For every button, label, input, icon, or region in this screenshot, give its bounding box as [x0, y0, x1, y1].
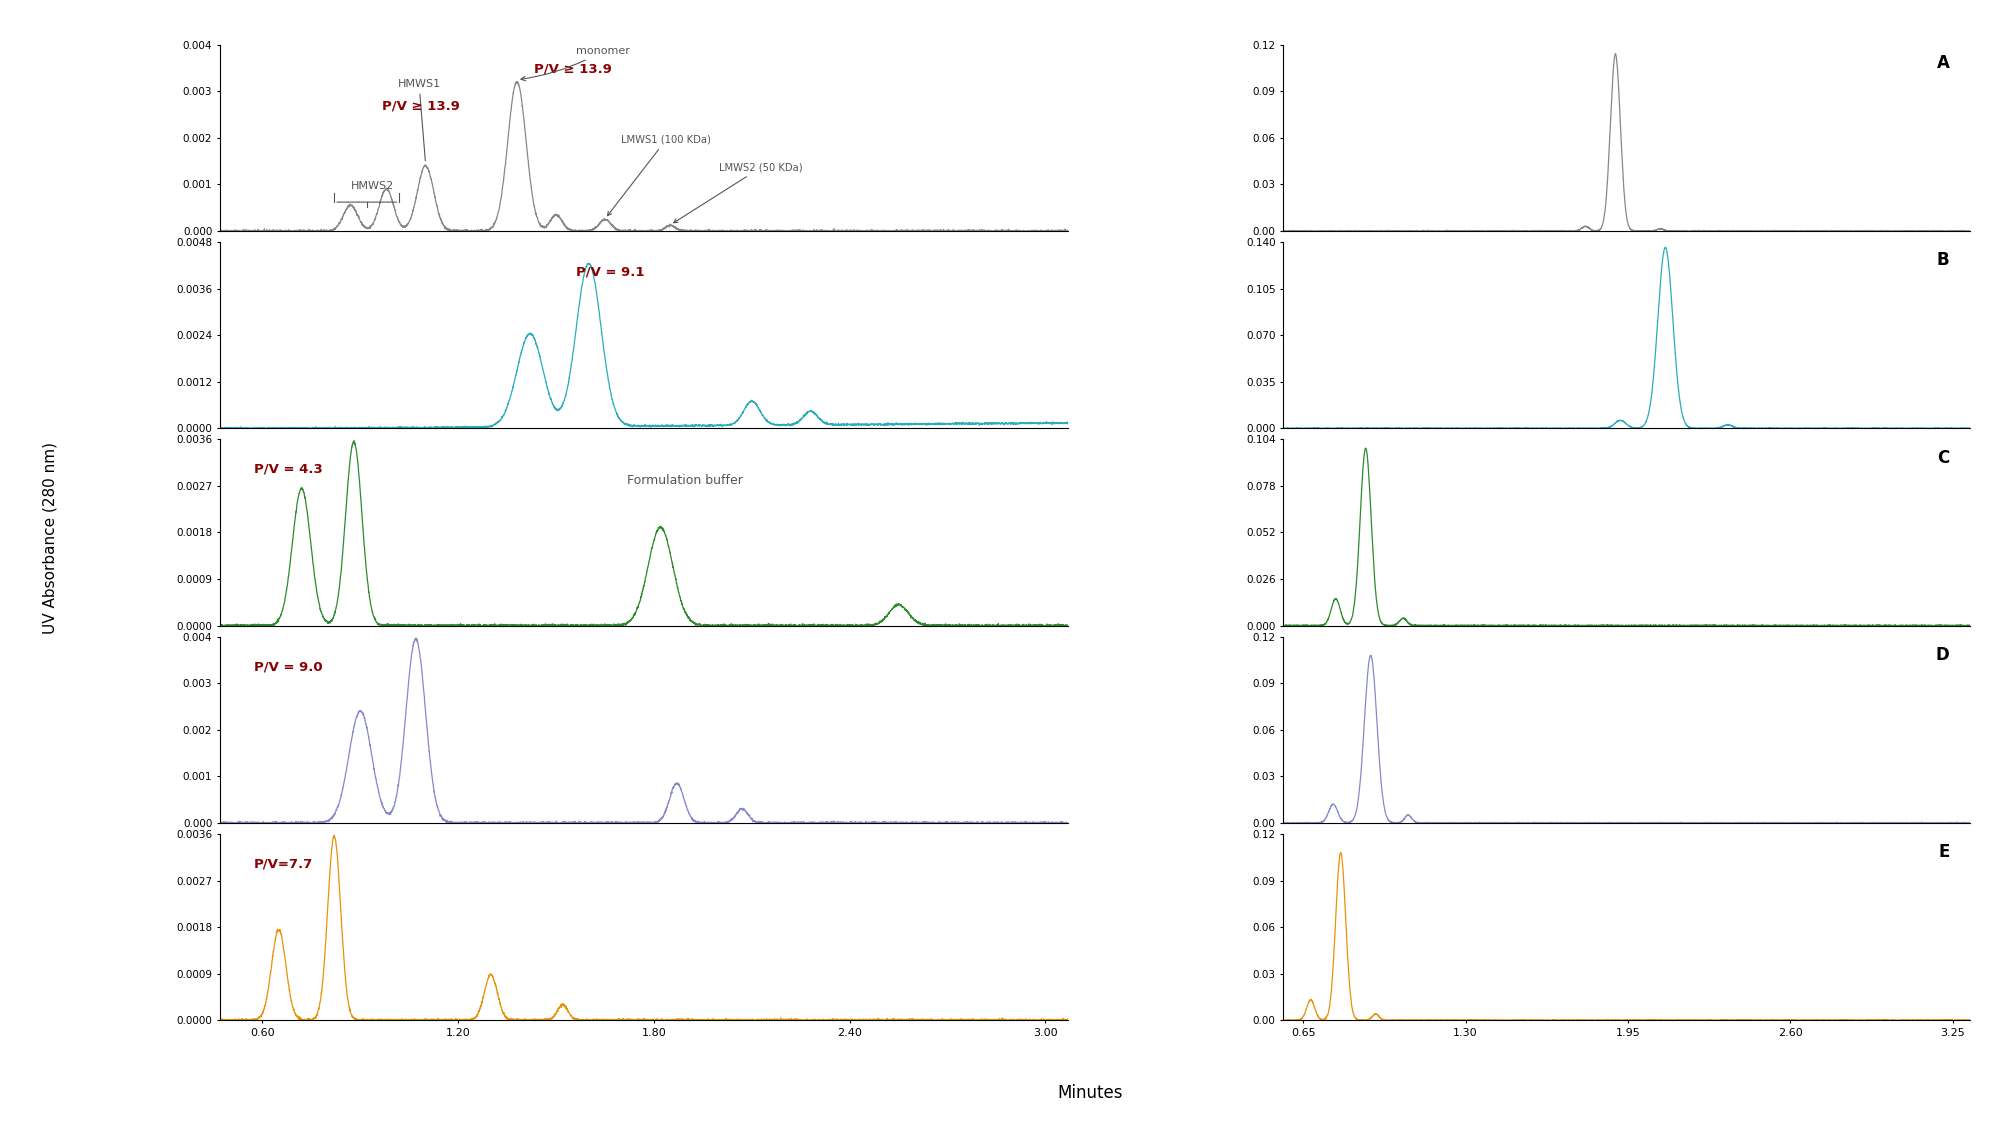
Text: P/V ≥ 13.9: P/V ≥ 13.9 [534, 63, 612, 76]
Text: E: E [1938, 843, 1950, 861]
Text: C: C [1938, 448, 1950, 466]
Text: Minutes: Minutes [1058, 1084, 1122, 1102]
Text: Formulation buffer: Formulation buffer [628, 474, 744, 488]
Text: LMWS2 (50 KDa): LMWS2 (50 KDa) [674, 163, 802, 223]
Text: P/V = 9.0: P/V = 9.0 [254, 660, 322, 674]
Text: HMWS1: HMWS1 [398, 78, 440, 160]
Text: P/V=7.7: P/V=7.7 [254, 858, 314, 871]
Text: LMWS1 (100 KDa): LMWS1 (100 KDa) [608, 135, 712, 215]
Text: P/V ≥ 13.9: P/V ≥ 13.9 [382, 100, 460, 113]
Text: A: A [1936, 54, 1950, 72]
Text: UV Absorbance (280 nm): UV Absorbance (280 nm) [42, 442, 58, 634]
Text: B: B [1936, 251, 1950, 269]
Text: D: D [1936, 646, 1950, 664]
Text: P/V = 9.1: P/V = 9.1 [576, 266, 644, 279]
Text: P/V = 4.3: P/V = 4.3 [254, 463, 322, 476]
Text: HMWS2: HMWS2 [350, 182, 394, 191]
Text: monomer: monomer [520, 46, 630, 81]
